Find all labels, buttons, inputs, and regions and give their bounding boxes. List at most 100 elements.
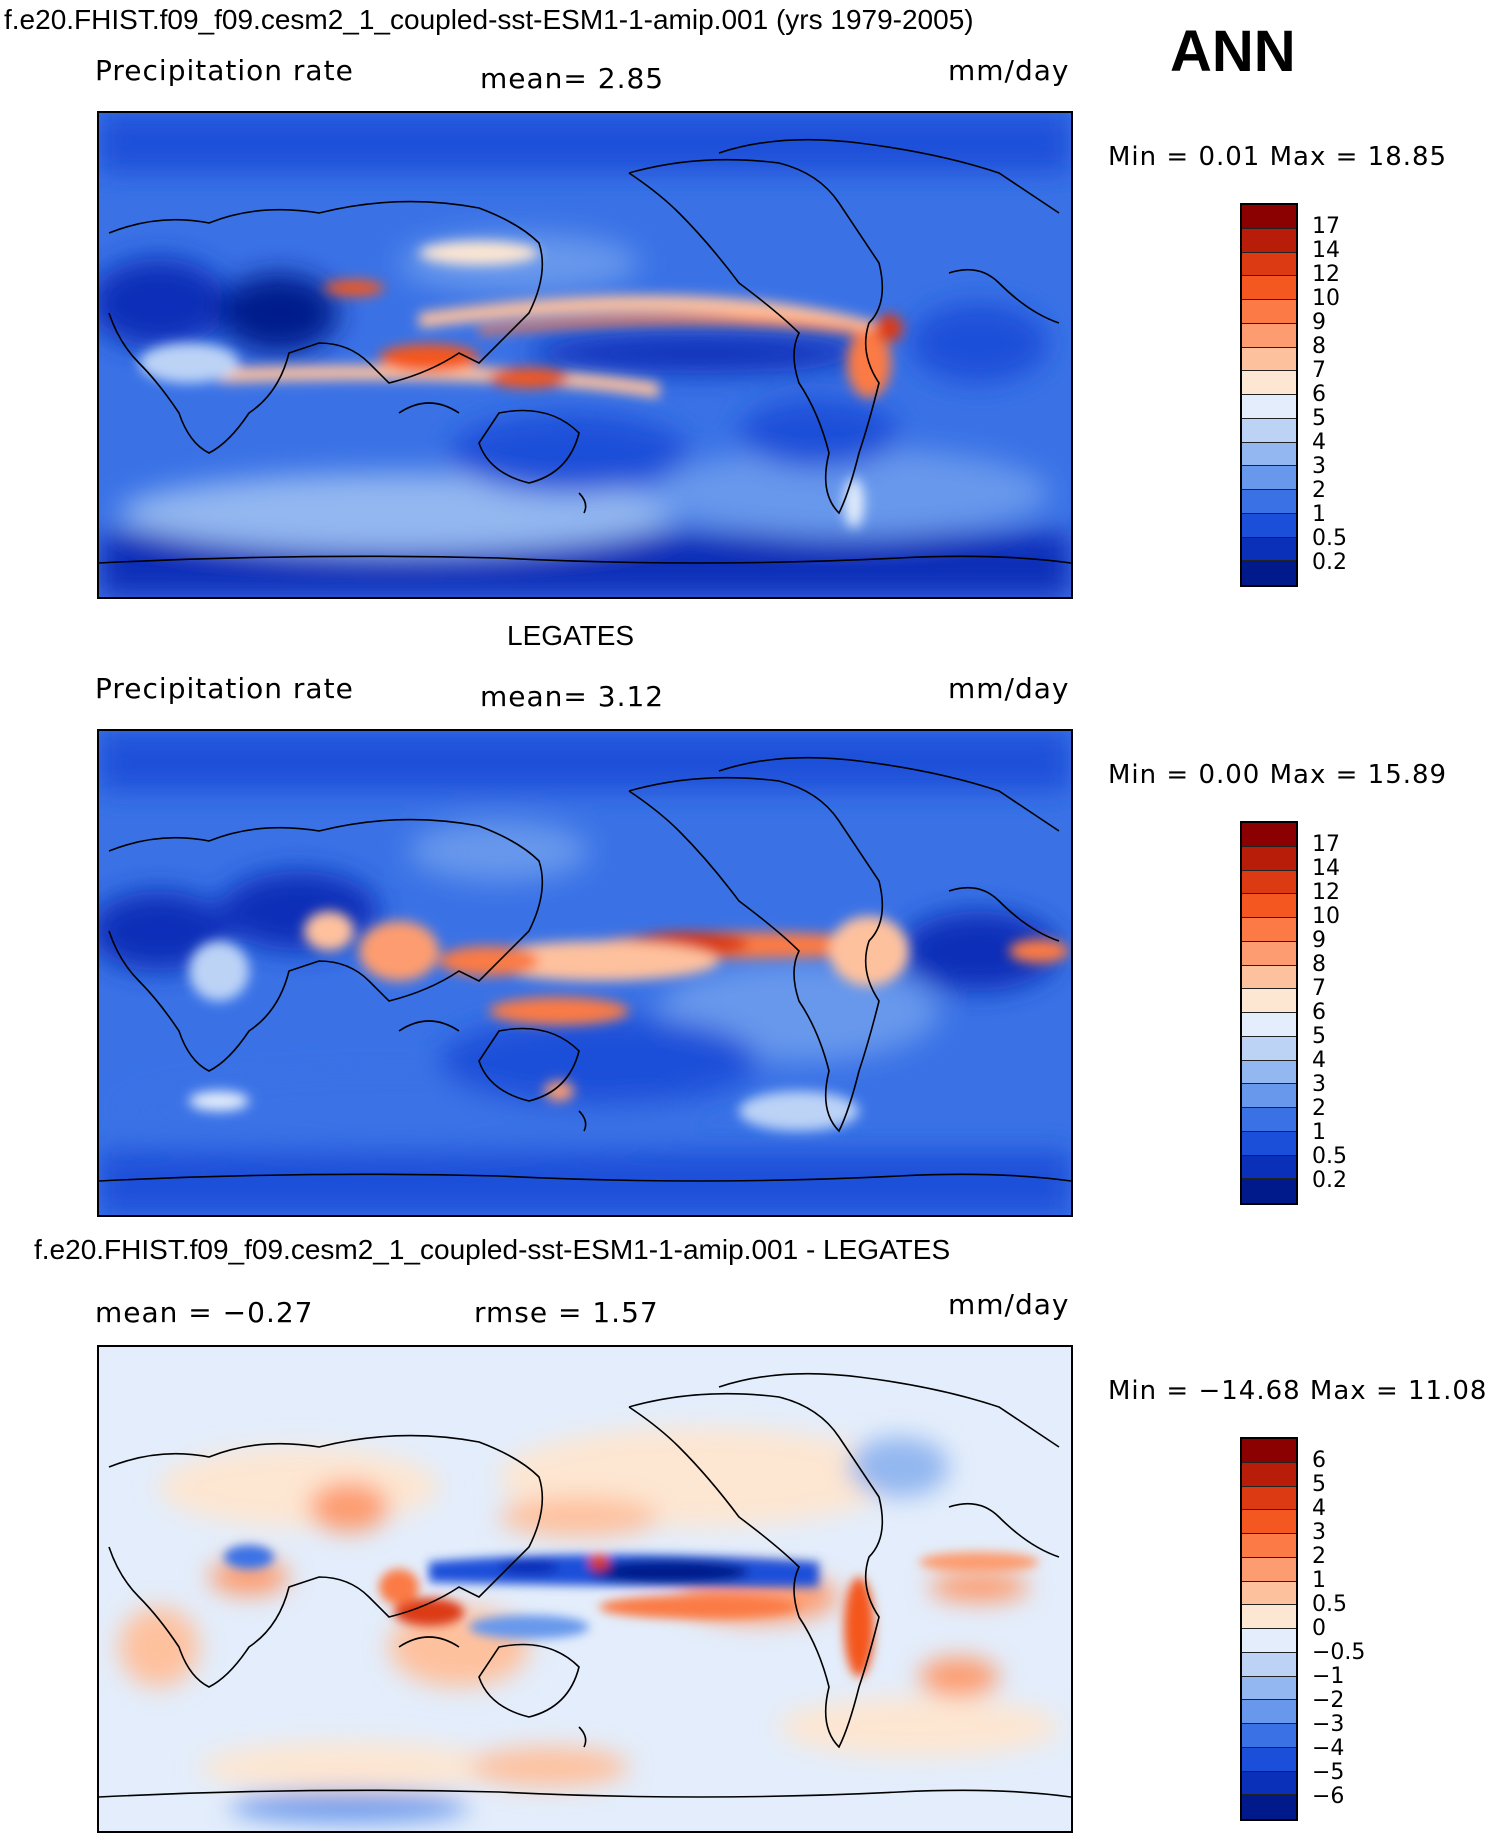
colorbar-cell — [1242, 1510, 1296, 1534]
colorbar-cell — [1242, 466, 1296, 490]
colorbar-cell — [1242, 1724, 1296, 1748]
colorbar-tick-label: 7 — [1312, 358, 1326, 383]
panel-diff-units: mm/day — [948, 1288, 1070, 1321]
colorbar-tick-label: −6 — [1312, 1784, 1345, 1809]
colorbar-cell — [1242, 395, 1296, 419]
colorbar-tick-label: 14 — [1312, 238, 1340, 263]
colorbar-tick-label: 0.2 — [1312, 1168, 1347, 1193]
colorbar-tick-label: 17 — [1312, 214, 1340, 239]
colorbar-cell — [1242, 1439, 1296, 1463]
colorbar-cell — [1242, 1155, 1296, 1180]
colorbar-cell — [1242, 1486, 1296, 1511]
colorbar-cell — [1242, 1700, 1296, 1724]
panel-diff-heading: f.e20.FHIST.f09_f09.cesm2_1_coupled-sst-… — [34, 1234, 951, 1265]
colorbar-tick-label: −4 — [1312, 1736, 1345, 1761]
map-diff-field — [99, 1347, 1071, 1831]
colorbar-tick-label: 5 — [1312, 406, 1326, 431]
colorbar-cell — [1242, 1036, 1296, 1061]
colorbar-cell — [1242, 537, 1296, 562]
colorbar-tick-label: 2 — [1312, 478, 1326, 503]
colorbar-tick-label: 4 — [1312, 430, 1326, 455]
colorbar-cell — [1242, 300, 1296, 324]
colorbar-tick-label: 1 — [1312, 1120, 1326, 1145]
colorbar-cell — [1242, 1013, 1296, 1037]
colorbar-tick-label: 12 — [1312, 880, 1340, 905]
page-title: f.e20.FHIST.f09_f09.cesm2_1_coupled-sst-… — [4, 4, 974, 35]
colorbar-cell — [1242, 371, 1296, 395]
colorbar-obs — [1240, 821, 1298, 1205]
colorbar-cell — [1242, 1795, 1296, 1819]
colorbar-tick-label: 3 — [1312, 1520, 1326, 1545]
colorbar-cell — [1242, 1060, 1296, 1085]
colorbar-tick-label: 1 — [1312, 1568, 1326, 1593]
colorbar-cell — [1242, 1581, 1296, 1606]
colorbar-tick-label: 3 — [1312, 1072, 1326, 1097]
colorbar-cell — [1242, 1676, 1296, 1701]
colorbar-tick-label: 12 — [1312, 262, 1340, 287]
colorbar-cell — [1242, 1131, 1296, 1156]
colorbar-model — [1240, 203, 1298, 587]
colorbar-tick-label: −3 — [1312, 1712, 1345, 1737]
colorbar-cell — [1242, 1557, 1296, 1582]
panel-diff-mean: mean = −0.27 — [95, 1296, 314, 1329]
panel-obs-variable: Precipitation rate — [95, 672, 354, 705]
colorbar-cell — [1242, 1084, 1296, 1108]
colorbar-tick-label: −0.5 — [1312, 1640, 1366, 1665]
colorbar-cell — [1242, 1747, 1296, 1772]
colorbar-tick-label: 9 — [1312, 928, 1326, 953]
colorbar-tick-label: 0.5 — [1312, 1592, 1347, 1617]
colorbar-tick-label: 2 — [1312, 1096, 1326, 1121]
colorbar-cell — [1242, 442, 1296, 467]
colorbar-cell — [1242, 918, 1296, 942]
colorbar-cell — [1242, 870, 1296, 895]
colorbar-tick-label: 0 — [1312, 1616, 1326, 1641]
colorbar-tick-label: 0.5 — [1312, 1144, 1347, 1169]
panel-diff-rmse: rmse = 1.57 — [474, 1296, 659, 1329]
colorbar-tick-label: 5 — [1312, 1024, 1326, 1049]
colorbar-tick-label: −1 — [1312, 1664, 1345, 1689]
colorbar-cell — [1242, 276, 1296, 300]
panel-diff-minmax: Min = −14.68 Max = 11.08 — [1108, 1376, 1488, 1406]
colorbar-tick-label: 1 — [1312, 502, 1326, 527]
colorbar-tick-label: 17 — [1312, 832, 1340, 857]
colorbar-cell — [1242, 989, 1296, 1013]
colorbar-tick-label: 10 — [1312, 286, 1340, 311]
colorbar-tick-label: −5 — [1312, 1760, 1345, 1785]
panel-obs-heading: LEGATES — [507, 620, 635, 651]
colorbar-tick-label: 8 — [1312, 334, 1326, 359]
colorbar-cell — [1242, 846, 1296, 871]
colorbar-tick-label: 4 — [1312, 1048, 1326, 1073]
map-model-field — [99, 113, 1071, 597]
map-diff — [97, 1345, 1073, 1833]
panel-model-minmax: Min = 0.01 Max = 18.85 — [1108, 142, 1448, 172]
colorbar-cell — [1242, 1534, 1296, 1558]
colorbar-cell — [1242, 1629, 1296, 1653]
panel-model-units: mm/day — [948, 54, 1070, 87]
colorbar-tick-label: 9 — [1312, 310, 1326, 335]
colorbar-cell — [1242, 1108, 1296, 1132]
colorbar-tick-label: 6 — [1312, 1000, 1326, 1025]
colorbar-cell — [1242, 513, 1296, 538]
colorbar-tick-label: 2 — [1312, 1544, 1326, 1569]
colorbar-cell — [1242, 490, 1296, 514]
colorbar-cell — [1242, 205, 1296, 229]
colorbar-tick-label: 0.2 — [1312, 550, 1347, 575]
colorbar-tick-label: 6 — [1312, 1448, 1326, 1473]
colorbar-cell — [1242, 228, 1296, 253]
colorbar-cell — [1242, 823, 1296, 847]
colorbar-tick-label: 8 — [1312, 952, 1326, 977]
panel-model-variable: Precipitation rate — [95, 54, 354, 87]
colorbar-tick-label: 6 — [1312, 382, 1326, 407]
colorbar-cell — [1242, 1771, 1296, 1796]
season-label: ANN — [1170, 19, 1296, 84]
colorbar-tick-label: 3 — [1312, 454, 1326, 479]
colorbar-cell — [1242, 347, 1296, 372]
colorbar-cell — [1242, 1605, 1296, 1629]
colorbar-cell — [1242, 252, 1296, 277]
colorbar-tick-label: 7 — [1312, 976, 1326, 1001]
colorbar-tick-label: −2 — [1312, 1688, 1345, 1713]
colorbar-diff — [1240, 1437, 1298, 1821]
colorbar-tick-label: 10 — [1312, 904, 1340, 929]
colorbar-cell — [1242, 894, 1296, 918]
colorbar-tick-label: 0.5 — [1312, 526, 1347, 551]
